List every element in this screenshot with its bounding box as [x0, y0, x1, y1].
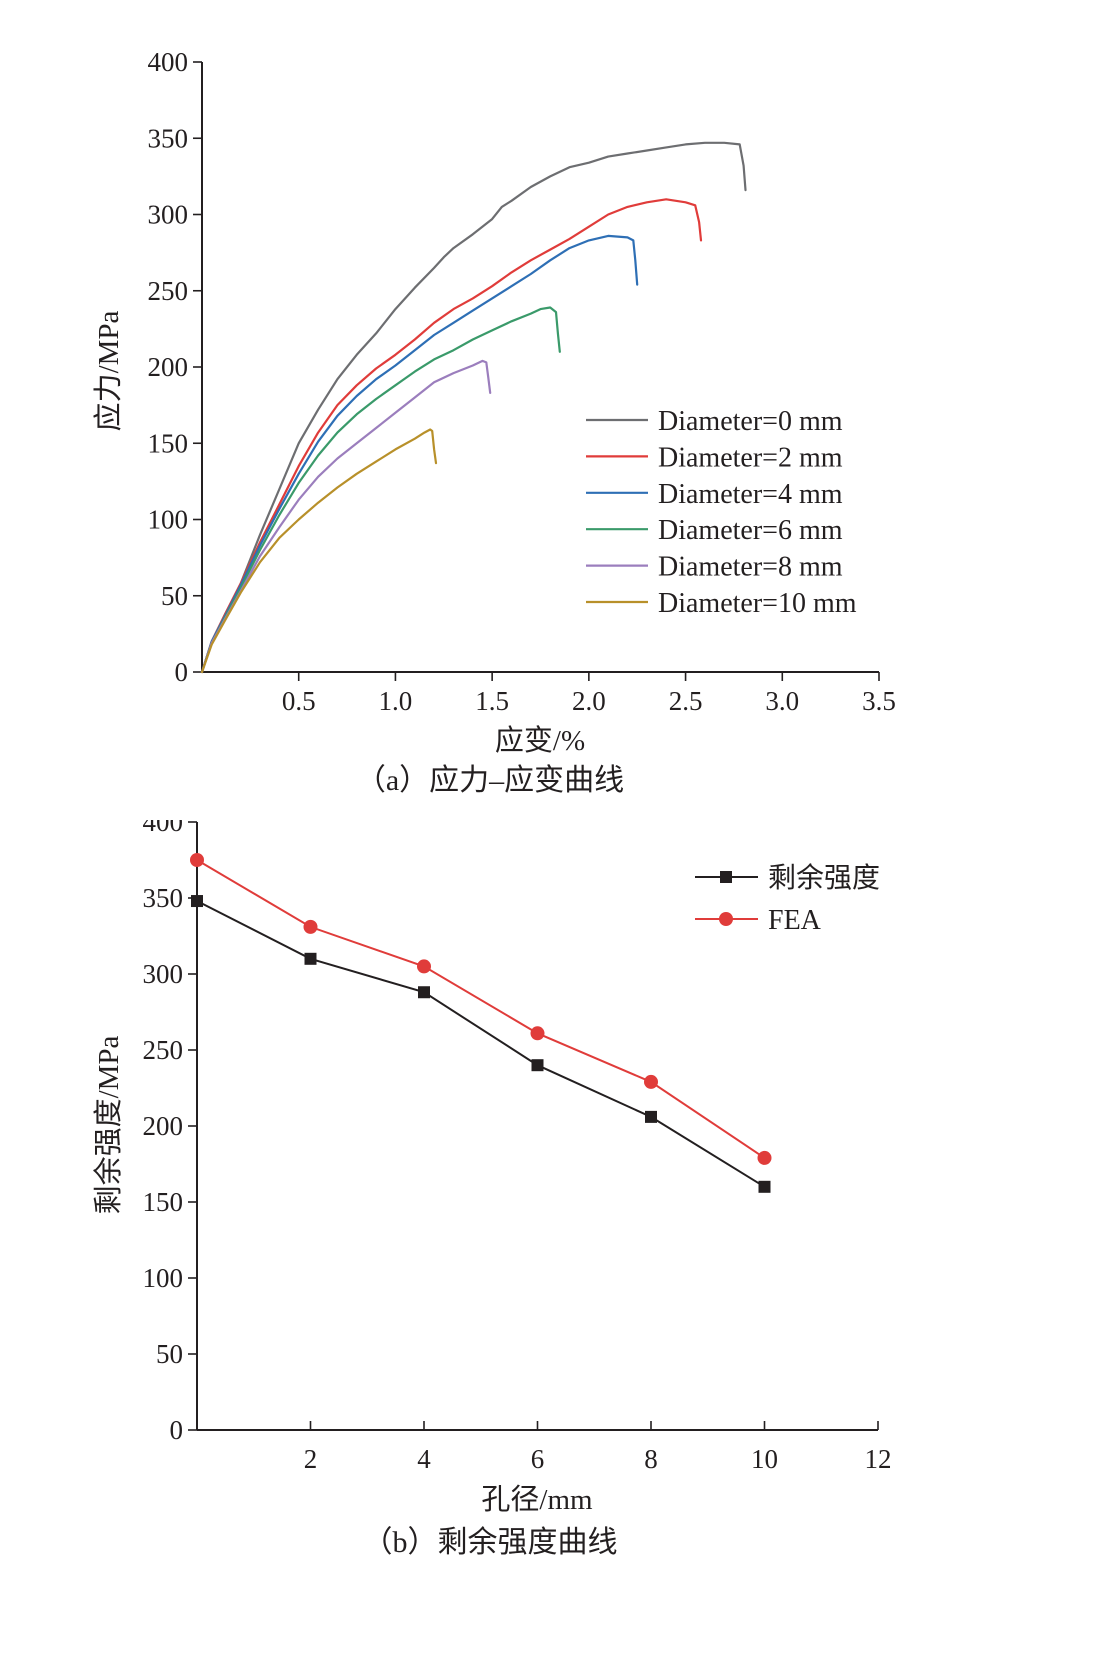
series-line [200, 428, 438, 674]
y-tick-label: 400 [143, 820, 184, 837]
legend-square-marker [720, 871, 732, 883]
x-tick-label: 4 [417, 1444, 431, 1474]
circle-marker [417, 959, 431, 974]
chart-a-axes: 0 50 100 150 200 250 300 350 400 0.5 1.0 1.5 2.0 2.5 3… [148, 47, 896, 716]
legend-label: 剩余强度 [768, 862, 880, 894]
chart-a-ylabel: 应力/MPa [92, 310, 125, 431]
series-line [200, 141, 747, 674]
series-line [196, 900, 766, 1188]
square-marker [191, 895, 203, 908]
square-marker [645, 1110, 657, 1123]
x-tick-label: 8 [644, 1444, 658, 1474]
x-tick-label: 0.5 [282, 686, 316, 716]
y-tick-label: 50 [156, 1339, 183, 1369]
legend-label: FEA [768, 905, 822, 936]
residual-strength-chart: 0 50 100 150 200 250 300 350 400 2 4 6 8 10 12 剩余强度 FEA… [92, 820, 892, 1559]
y-tick-label: 0 [170, 1415, 184, 1445]
square-marker [531, 1059, 544, 1072]
legend-label: Diameter=6 mm [658, 515, 843, 546]
y-tick-label: 400 [148, 47, 189, 77]
circle-marker [757, 1150, 772, 1165]
y-tick-label: 300 [148, 200, 189, 230]
square-marker [304, 952, 317, 965]
series-line [200, 306, 561, 674]
circle-marker [530, 1026, 545, 1041]
y-tick-label: 200 [148, 352, 189, 382]
y-tick-label: 100 [148, 505, 189, 535]
chart-b-legend: 剩余强度 FEA [695, 862, 880, 936]
circle-marker [644, 1074, 658, 1089]
chart-b-axes: 0 50 100 150 200 250 300 350 400 2 4 6 8 10 12 [143, 820, 892, 1474]
x-tick-label: 3.5 [862, 686, 896, 716]
series-line [200, 234, 639, 674]
series-line [200, 198, 703, 674]
y-tick-label: 100 [143, 1263, 184, 1293]
y-tick-label: 0 [175, 657, 189, 687]
x-tick-label: 3.0 [765, 686, 799, 716]
chart-b-series [190, 853, 772, 1193]
square-marker [418, 986, 430, 999]
legend-label: Diameter=2 mm [658, 442, 843, 473]
stress-strain-chart: 0 50 100 150 200 250 300 350 400 0.5 1.0 1.5 2.0 2.5 3… [92, 47, 896, 797]
y-tick-label: 150 [143, 1187, 184, 1217]
series-line [196, 859, 766, 1159]
x-tick-label: 1.0 [379, 686, 413, 716]
chart-a-series [200, 141, 747, 674]
x-tick-label: 10 [751, 1444, 778, 1474]
y-tick-label: 350 [143, 883, 184, 913]
legend-circle-marker [719, 912, 733, 926]
x-tick-label: 6 [531, 1444, 545, 1474]
chart-a-caption: （a）应力–应变曲线 [356, 764, 624, 797]
y-tick-label: 300 [143, 959, 184, 989]
series-line [200, 359, 492, 674]
chart-b-caption: （b）剩余强度曲线 [363, 1526, 618, 1559]
chart-b-ylabel: 剩余强度/MPa [92, 1035, 125, 1214]
legend-label: Diameter=8 mm [658, 552, 843, 583]
legend-label: Diameter=10 mm [658, 588, 857, 619]
y-tick-label: 350 [148, 123, 189, 153]
x-tick-label: 2.0 [572, 686, 606, 716]
y-tick-label: 200 [143, 1111, 184, 1141]
y-tick-label: 50 [161, 581, 188, 611]
circle-marker [190, 853, 204, 867]
x-tick-label: 12 [865, 1444, 892, 1474]
x-tick-label: 1.5 [475, 686, 509, 716]
y-tick-label: 250 [143, 1035, 184, 1065]
chart-a-xlabel: 应变/% [495, 724, 585, 757]
legend-label: Diameter=0 mm [658, 406, 843, 437]
circle-marker [303, 919, 318, 934]
chart-b-xlabel: 孔径/mm [481, 1483, 593, 1516]
x-tick-label: 2 [304, 1444, 318, 1474]
y-tick-label: 250 [148, 276, 189, 306]
square-marker [758, 1180, 771, 1193]
legend-label: Diameter=4 mm [658, 479, 843, 510]
x-tick-label: 2.5 [669, 686, 703, 716]
chart-a-legend: Diameter=0 mm Diameter=2 mm Diameter=4 mm D… [586, 406, 857, 619]
y-tick-label: 150 [148, 428, 189, 458]
